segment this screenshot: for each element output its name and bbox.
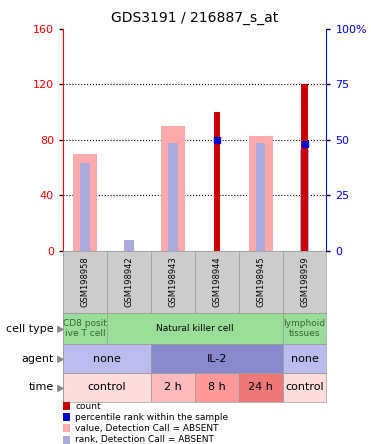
Bar xyxy=(107,313,283,344)
Bar xyxy=(249,136,273,251)
Bar xyxy=(80,163,90,251)
Bar xyxy=(256,143,266,251)
Text: GSM198945: GSM198945 xyxy=(256,257,265,307)
Bar xyxy=(283,313,326,344)
Text: GSM198942: GSM198942 xyxy=(124,257,134,307)
Text: 8 h: 8 h xyxy=(208,382,226,392)
Bar xyxy=(239,373,283,402)
Text: control: control xyxy=(88,382,126,392)
Bar xyxy=(300,150,309,251)
Text: value, Detection Call = ABSENT: value, Detection Call = ABSENT xyxy=(75,424,219,433)
Bar xyxy=(168,143,178,251)
Text: percentile rank within the sample: percentile rank within the sample xyxy=(75,413,229,422)
Text: GSM198958: GSM198958 xyxy=(81,257,89,307)
Bar xyxy=(63,313,107,344)
Text: control: control xyxy=(285,382,324,392)
Text: ▶: ▶ xyxy=(54,353,65,364)
Text: none: none xyxy=(290,353,318,364)
Text: GSM198943: GSM198943 xyxy=(168,257,177,307)
Text: agent: agent xyxy=(22,353,54,364)
Text: Natural killer cell: Natural killer cell xyxy=(156,324,234,333)
Text: GSM198944: GSM198944 xyxy=(212,257,221,307)
Bar xyxy=(151,344,283,373)
Title: GDS3191 / 216887_s_at: GDS3191 / 216887_s_at xyxy=(111,11,278,25)
Bar xyxy=(151,373,195,402)
Bar xyxy=(161,126,185,251)
Bar xyxy=(63,373,151,402)
Bar xyxy=(63,344,151,373)
Text: GSM198959: GSM198959 xyxy=(300,257,309,307)
Text: ▶: ▶ xyxy=(54,382,65,392)
Bar xyxy=(73,154,97,251)
Text: 24 h: 24 h xyxy=(248,382,273,392)
Bar xyxy=(195,373,239,402)
Bar xyxy=(283,344,326,373)
Text: rank, Detection Call = ABSENT: rank, Detection Call = ABSENT xyxy=(75,435,214,444)
Text: cell type: cell type xyxy=(6,324,54,333)
Bar xyxy=(124,240,134,251)
Text: IL-2: IL-2 xyxy=(207,353,227,364)
Text: lymphoid
tissues: lymphoid tissues xyxy=(283,319,326,338)
Text: ▶: ▶ xyxy=(54,324,65,333)
Text: count: count xyxy=(75,402,101,411)
Text: time: time xyxy=(29,382,54,392)
Text: 2 h: 2 h xyxy=(164,382,182,392)
Text: none: none xyxy=(93,353,121,364)
Text: CD8 posit
ive T cell: CD8 posit ive T cell xyxy=(63,319,107,338)
Bar xyxy=(283,373,326,402)
Bar xyxy=(214,112,220,251)
Bar xyxy=(302,84,308,251)
